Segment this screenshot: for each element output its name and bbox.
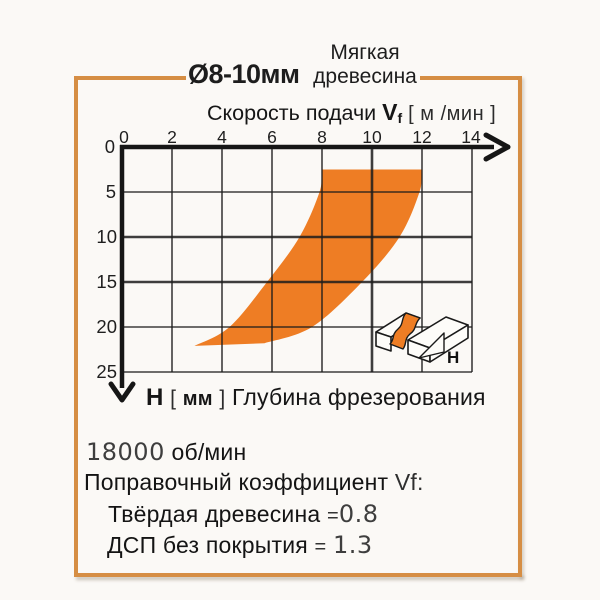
hardwood-label: Твёрдая древесина — [108, 501, 321, 527]
depth-unit: мм — [182, 388, 213, 410]
frame-border-bottom — [74, 573, 522, 577]
left-block-front — [375, 331, 392, 352]
vf-symbol-sub: f — [397, 110, 403, 126]
material-line2: древесина — [313, 65, 417, 88]
chipboard-coefficient-row: ДСП без покрытия = 1.3 — [107, 531, 373, 559]
feed-axis-title-text: Скорость подачи — [207, 101, 377, 125]
chipboard-value: 1.3 — [333, 531, 373, 559]
y-tick-label: 15 — [96, 271, 117, 292]
operating-band — [194, 169, 423, 346]
x-axis-arrow-icon — [483, 132, 511, 162]
page-title-diameter: Ø8-10мм — [188, 59, 300, 89]
frame-border-left — [74, 76, 78, 577]
y-tick-label: 20 — [96, 316, 117, 337]
chipboard-equals: = — [314, 536, 327, 558]
y-tick-label: 10 — [96, 226, 117, 247]
bracket-close: ] — [219, 387, 226, 410]
chipboard-label: ДСП без покрытия — [107, 532, 308, 558]
x-tick-label: 0 — [119, 127, 129, 147]
coef-vf-sub: f — [410, 469, 417, 495]
feed-axis-title: Скорость подачи Vf [ м /мин ] — [207, 99, 496, 126]
x-tick-label: 4 — [217, 127, 227, 147]
correction-coefficient-line: Поправочный коэффициент Vf: — [84, 469, 424, 496]
y-tick-labels: 0 5 10 15 20 25 — [96, 136, 117, 382]
y-tick-label: 0 — [105, 136, 115, 157]
bracket-open: [ — [170, 387, 177, 410]
material-line1: Мягкая — [330, 41, 400, 64]
x-tick-label: 2 — [167, 127, 177, 147]
y-tick-label: 25 — [96, 361, 117, 382]
depth-axis-label: H [ мм ] Глубина фрезерования — [146, 384, 486, 412]
groove-cut-face — [389, 312, 421, 350]
y-axis-arrow-icon — [108, 381, 136, 403]
rpm-unit: об/мин — [171, 439, 247, 465]
hardwood-value: 0.8 — [338, 500, 379, 528]
feed-axis-unit: [ м /мин ] — [408, 103, 497, 125]
depth-axis-text: Глубина фрезерования — [232, 384, 486, 410]
coef-colon: : — [417, 469, 424, 495]
vf-symbol: V — [382, 99, 398, 125]
x-tick-label: 14 — [461, 127, 481, 147]
x-tick-label: 8 — [317, 127, 327, 147]
icon-depth-label: H — [447, 348, 459, 367]
x-tick-label: 12 — [412, 127, 431, 147]
x-tick-label: 10 — [362, 127, 382, 147]
x-tick-labels: 0 2 4 6 8 10 12 14 — [119, 127, 481, 147]
frame-border-right — [518, 76, 522, 577]
frame-border-top-left — [74, 76, 186, 80]
material-label: Мягкая древесина — [303, 41, 427, 89]
rpm-line: 18000 об/мин — [86, 438, 246, 466]
depth-symbol: H — [146, 384, 164, 411]
y-tick-label: 5 — [106, 181, 116, 202]
rpm-value: 18000 — [86, 438, 165, 466]
depth-wedge — [418, 332, 445, 359]
x-tick-label: 6 — [267, 127, 277, 147]
coef-vf-symbol: V — [394, 469, 411, 495]
hardwood-coefficient-row: Твёрдая древесина =0.8 — [108, 500, 379, 528]
hardwood-equals: = — [326, 505, 339, 527]
milling-depth-icon: H — [375, 312, 469, 367]
coef-label: Поправочный коэффициент — [84, 469, 389, 495]
frame-border-top-right — [420, 76, 522, 80]
